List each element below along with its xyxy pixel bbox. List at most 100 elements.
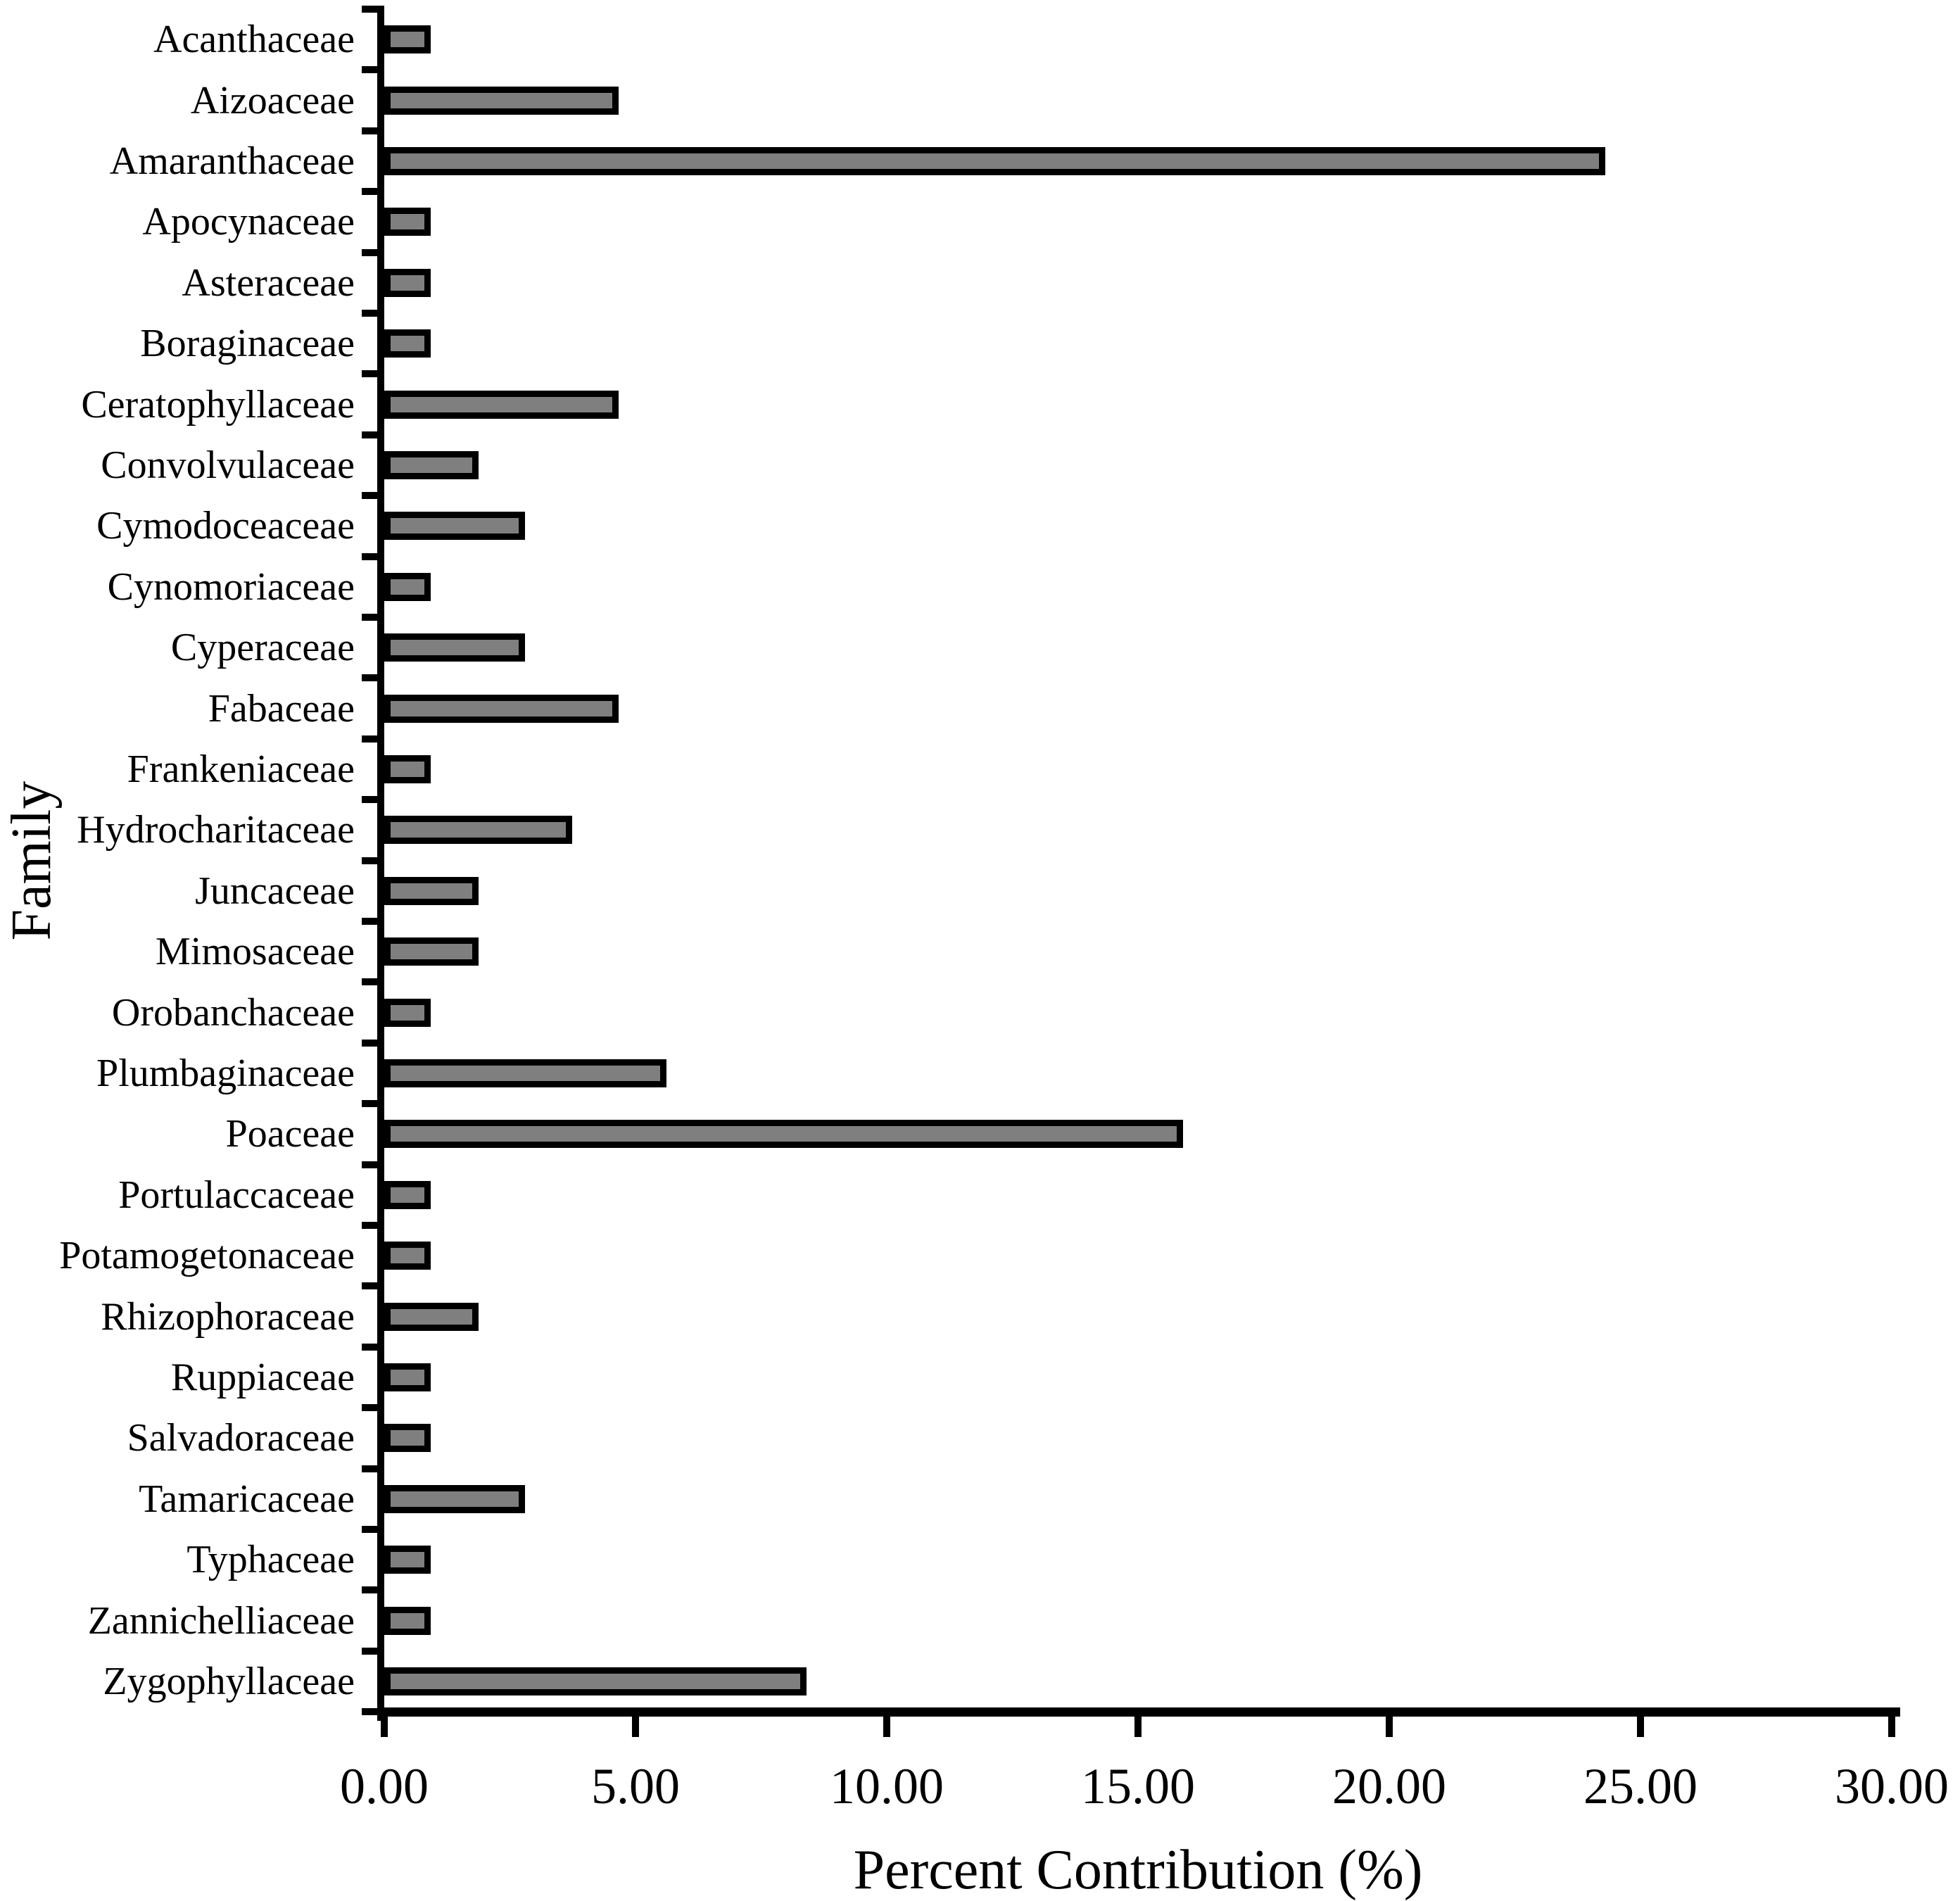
y-axis-tick (362, 310, 377, 317)
bar (384, 1363, 431, 1391)
y-axis-tick (362, 552, 377, 560)
category-label: Typhaceae (186, 1538, 355, 1582)
x-axis-tick (883, 1707, 890, 1738)
y-axis-tick (362, 1647, 377, 1655)
x-axis-tick-label: 0.00 (340, 1758, 429, 1815)
bar (384, 86, 619, 115)
y-axis-tick (362, 857, 377, 864)
y-axis-tick (362, 1404, 377, 1412)
bar (384, 1546, 431, 1574)
bar (384, 1484, 525, 1513)
category-label: Juncaceae (195, 869, 355, 913)
y-axis-tick (362, 431, 377, 438)
y-axis-tick (362, 1465, 377, 1472)
bar (384, 937, 479, 966)
y-axis-tick (362, 66, 377, 74)
bar (384, 1120, 1183, 1149)
y-axis-tick (362, 978, 377, 986)
bar (384, 1606, 431, 1635)
bar (384, 512, 525, 541)
category-label: Fabaceae (208, 686, 355, 731)
bar (384, 1424, 431, 1453)
y-axis-line (377, 6, 384, 1722)
x-axis-tick-label: 10.00 (830, 1758, 944, 1815)
y-axis-tick (362, 1100, 377, 1108)
y-axis-tick (362, 188, 377, 196)
category-label: Aizoaceae (190, 78, 355, 122)
y-axis-tick (362, 492, 377, 500)
y-axis-tick (362, 248, 377, 256)
y-axis-tick (362, 1222, 377, 1229)
y-axis-tick (362, 6, 377, 13)
x-axis-tick (381, 1707, 388, 1738)
category-label: Convolvulaceae (101, 443, 355, 487)
y-axis-tick (362, 1708, 377, 1716)
category-label: Salvadoraceae (127, 1416, 355, 1460)
category-label: Acanthaceae (153, 18, 355, 62)
y-axis-tick (362, 796, 377, 804)
category-label: Amaranthaceae (109, 139, 355, 183)
bar (384, 1242, 431, 1270)
x-axis-tick (1888, 1707, 1895, 1738)
x-axis-tick (1637, 1707, 1644, 1738)
category-label: Ruppiaceae (170, 1356, 355, 1399)
category-label: Cynomoriaceae (107, 564, 355, 609)
x-axis-tick-label: 25.00 (1583, 1758, 1697, 1815)
category-label: Apocynaceae (142, 200, 355, 244)
bar (384, 1059, 666, 1087)
bar (384, 816, 572, 845)
category-label: Tamaricaceae (139, 1477, 355, 1521)
category-label: Cymodoceaceae (96, 504, 355, 548)
y-axis-tick (362, 735, 377, 743)
bar (384, 25, 431, 54)
category-label: Rhizophoraceae (101, 1294, 355, 1339)
category-label: Poaceae (225, 1112, 355, 1156)
x-axis-tick (1134, 1707, 1142, 1738)
x-axis-tick-label: 20.00 (1332, 1758, 1446, 1815)
bar (384, 694, 619, 723)
y-axis-tick (362, 918, 377, 925)
y-axis-tick (362, 674, 377, 682)
category-label: Frankeniaceae (127, 747, 355, 791)
y-axis-tick (362, 1161, 377, 1168)
bar (384, 451, 479, 479)
category-label: Hydrocharitaceae (77, 808, 355, 852)
y-axis-title: Family (1, 781, 63, 940)
bar (384, 390, 619, 419)
category-label: Zannichelliaceae (87, 1598, 355, 1643)
y-axis-tick (362, 1039, 377, 1047)
bar (384, 876, 479, 905)
y-axis-tick (362, 1586, 377, 1594)
x-axis-tick (632, 1707, 639, 1738)
y-axis-tick (362, 1526, 377, 1533)
category-label: Ceratophyllaceae (81, 382, 355, 427)
bar (384, 998, 431, 1027)
bar (384, 208, 431, 236)
bar (384, 755, 431, 783)
x-axis-tick-label: 15.00 (1081, 1758, 1195, 1815)
category-label: Asteraceae (182, 260, 355, 305)
x-axis-title: Percent Contribution (%) (853, 1839, 1423, 1901)
bar (384, 633, 525, 662)
y-axis-tick (362, 1343, 377, 1351)
category-label: Boraginaceae (140, 322, 355, 366)
y-axis-tick (362, 1282, 377, 1290)
category-label: Potamogetonaceae (59, 1234, 355, 1278)
category-label: Mimosaceae (156, 930, 355, 974)
x-axis-tick-label: 5.00 (591, 1758, 680, 1815)
bar (384, 268, 431, 297)
category-label: Cyperaceae (170, 626, 355, 670)
category-label: Portulaccaceae (118, 1173, 355, 1217)
bar (384, 1667, 807, 1695)
y-axis-tick (362, 614, 377, 621)
category-label: Orobanchaceae (111, 990, 355, 1035)
x-axis-tick (1386, 1707, 1393, 1738)
category-label: Plumbaginaceae (96, 1051, 355, 1095)
bar (384, 1180, 431, 1209)
bar (384, 329, 431, 358)
bar (384, 1302, 479, 1331)
bar (384, 147, 1605, 175)
y-axis-tick (362, 127, 377, 134)
bar (384, 572, 431, 601)
